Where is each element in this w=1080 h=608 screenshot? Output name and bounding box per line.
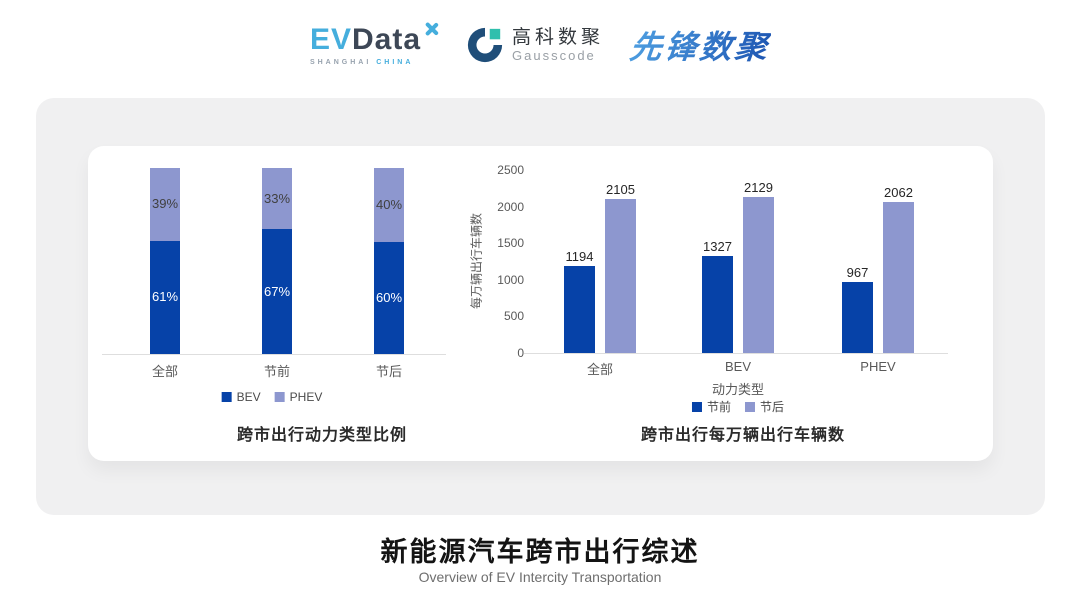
phev-percent-label: 40% <box>375 197 403 213</box>
grouped-bar <box>842 282 873 353</box>
bar-value-label: 2105 <box>606 182 635 197</box>
left-category-label: 节后 <box>375 364 403 379</box>
grouped-bar <box>564 266 595 353</box>
legend-item: 节前 <box>691 398 731 415</box>
stacked-bar-bev-segment <box>374 242 404 354</box>
stacked-bar-phev-segment <box>374 168 404 243</box>
page-subtitle: Overview of EV Intercity Transportation <box>418 569 662 585</box>
bev-percent-label: 60% <box>375 290 403 306</box>
grouped-bar <box>702 256 733 353</box>
legend-swatch <box>745 401 755 412</box>
evdata-tagline-china: CHINA <box>376 59 414 66</box>
y-tick-label: 2500 <box>497 163 524 177</box>
pioneer-logo: 先锋数聚 <box>628 22 773 68</box>
y-tick-label: 1500 <box>497 236 524 251</box>
left-category-label: 节前 <box>263 364 291 379</box>
stacked-bar-bev-segment <box>262 229 292 354</box>
left-category-label: 全部 <box>151 364 179 379</box>
bar-value-label: 1327 <box>703 239 732 254</box>
legend-item: PHEV <box>274 390 323 404</box>
logo-bar: EVData SHANGHAI CHINA 高科数聚 Gausscode 先锋数… <box>0 22 1080 68</box>
legend-swatch <box>274 392 285 402</box>
right-chart-title: 跨市出行每万辆出行车辆数 <box>640 427 846 444</box>
legend-item: 节后 <box>745 398 784 415</box>
evdata-wordmark: EVData <box>310 24 440 56</box>
grouped-bar <box>883 202 914 353</box>
evdata-x-icon <box>424 21 440 37</box>
left-chart-axis-line <box>102 354 446 355</box>
bar-value-label: 2062 <box>884 185 913 200</box>
right-category-label: PHEV <box>860 359 896 374</box>
charts-panel: 每万辆出行车辆数 动力类型 BEV PHEV 节前 节后 跨市出行动力类型比例 跨市… <box>88 146 993 461</box>
evdata-tagline-shanghai: SHANGHAI <box>309 59 372 66</box>
legend-swatch <box>691 401 702 412</box>
gausscode-logo: 高科数聚 Gausscode <box>466 26 604 64</box>
legend-label: BEV <box>236 390 261 404</box>
page-title: 新能源汽车跨市出行综述 <box>380 537 700 567</box>
right-chart-legend: 节前 节后 <box>691 398 784 415</box>
grouped-bar <box>743 197 774 353</box>
stacked-bar-phev-segment <box>262 168 292 230</box>
phev-percent-label: 39% <box>151 196 179 212</box>
bev-percent-label: 61% <box>151 289 179 305</box>
gausscode-g-icon <box>467 27 503 63</box>
report-card: 每万辆出行车辆数 动力类型 BEV PHEV 节前 节后 跨市出行动力类型比例 跨市… <box>36 98 1045 515</box>
bar-value-label: 2129 <box>744 180 773 195</box>
evdata-tagline: SHANGHAI CHINA <box>310 59 440 66</box>
legend-label: 节前 <box>706 400 731 414</box>
gausscode-cn-name: 高科数聚 <box>512 27 605 48</box>
legend-label: 节后 <box>760 400 785 414</box>
left-chart-legend: BEV PHEV <box>221 390 323 404</box>
evdata-data-text: Data <box>351 23 422 56</box>
right-chart-axis-line <box>524 353 948 354</box>
legend-item: BEV <box>221 390 261 404</box>
right-category-label: 全部 <box>586 362 614 377</box>
legend-label: PHEV <box>289 390 323 404</box>
gausscode-wordmark: 高科数聚 Gausscode <box>512 27 604 63</box>
left-chart-title: 跨市出行动力类型比例 <box>236 427 408 444</box>
y-tick-label: 0 <box>517 346 524 360</box>
gausscode-en-name: Gausscode <box>512 48 596 63</box>
bev-percent-label: 67% <box>263 283 291 299</box>
x-axis-title: 动力类型 <box>711 382 765 397</box>
bar-value-label: 967 <box>846 265 869 280</box>
evdata-ev-text: EV <box>309 23 352 56</box>
stacked-bar-phev-segment <box>150 168 180 241</box>
legend-swatch <box>221 392 232 402</box>
grouped-bar <box>605 199 636 353</box>
y-axis-title: 每万辆出行车辆数 <box>469 212 484 310</box>
stacked-bar-bev-segment <box>150 240 180 354</box>
evdata-logo: EVData SHANGHAI CHINA <box>310 24 440 67</box>
right-category-label: BEV <box>724 359 752 374</box>
y-tick-label: 2000 <box>497 199 524 214</box>
y-tick-label: 1000 <box>497 272 524 287</box>
phev-percent-label: 33% <box>263 190 291 206</box>
bar-value-label: 1194 <box>565 249 594 264</box>
y-tick-label: 500 <box>503 309 524 324</box>
